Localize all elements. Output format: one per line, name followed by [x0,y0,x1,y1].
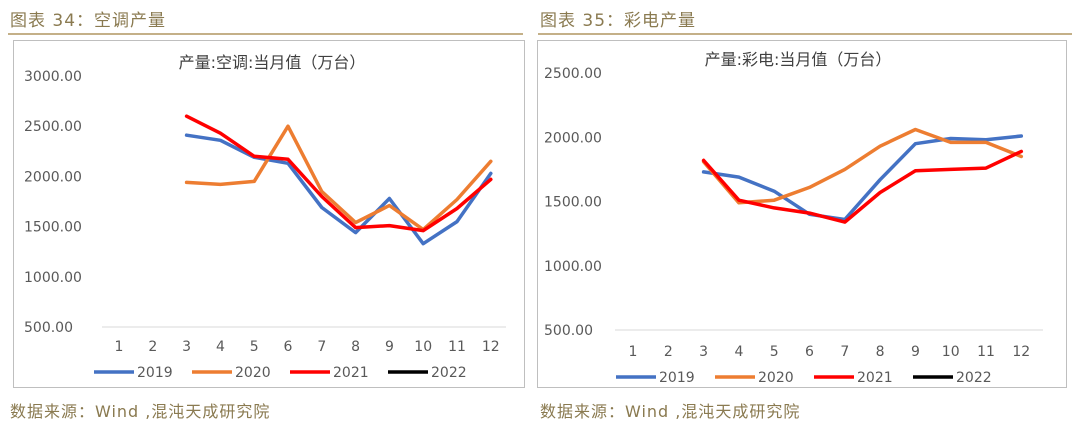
left-x-tick-label: 5 [250,339,259,355]
left-series-line-2021 [184,114,493,233]
right-x-tick-label: 11 [977,344,995,360]
left-chart: 产量:空调:当月值（万台） 500.00 1000.00 1500.00 2000.00… [24,53,506,381]
left-x-tick-label: 8 [351,339,360,355]
left-source-note: 数据来源：Wind ,混沌天成研究院 [10,402,271,421]
left-series-line-2019 [184,133,493,246]
left-y-tick-label: 3000.00 [24,69,82,85]
right-legend-label-2021: 2021 [857,370,893,386]
right-x-tick-label: 10 [942,344,960,360]
left-y-tick-label: 2000.00 [24,169,82,185]
right-source-note: 数据来源：Wind ,混沌天成研究院 [540,402,801,421]
right-series-line-2020 [701,127,1024,205]
right-x-tick-label: 5 [770,344,779,360]
left-y-tick-label: 500.00 [24,320,73,336]
left-figure-caption: 图表 34：空调产量 [10,11,167,31]
right-caption-rule [538,33,1072,35]
right-x-tick-label: 12 [1012,344,1030,360]
left-chart-panel: 产量:空调:当月值（万台） 500.00 1000.00 1500.00 2000.00… [13,40,525,388]
right-y-tick-label: 2500.00 [544,66,602,82]
left-x-tick-label: 11 [448,339,466,355]
right-chart: 产量:彩电:当月值（万台） 500.00 1000.00 1500.00 2000.00… [544,50,1043,386]
left-chart-title: 产量:空调:当月值（万台） [179,53,366,72]
right-y-tick-label: 500.00 [544,323,593,339]
left-x-tick-label: 2 [148,339,157,355]
left-legend-label-2021: 2021 [333,365,369,381]
left-y-tick-label: 2500.00 [24,119,82,135]
left-x-tick-label: 10 [414,339,432,355]
left-x-tick-label: 7 [317,339,326,355]
right-x-tick-label: 8 [876,344,885,360]
left-x-tick-label: 4 [216,339,225,355]
right-x-tick-label: 4 [734,344,743,360]
right-y-tick-label: 1000.00 [544,259,602,275]
right-y-tick-label: 1500.00 [544,195,602,211]
right-chart-title: 产量:彩电:当月值（万台） [705,50,892,69]
left-legend-label-2019: 2019 [137,365,173,381]
left-series-line-2020 [184,124,493,232]
right-series-line-2021 [701,149,1024,224]
left-y-tick-label: 1000.00 [24,270,82,286]
left-legend-label-2022: 2022 [431,365,467,381]
left-x-tick-label: 1 [115,339,124,355]
right-x-tick-label: 9 [911,344,920,360]
right-legend-label-2022: 2022 [956,370,992,386]
left-x-tick-label: 12 [482,339,500,355]
right-x-tick-label: 1 [629,344,638,360]
left-y-tick-label: 1500.00 [24,220,82,236]
right-x-tick-label: 6 [805,344,814,360]
right-figure-caption: 图表 35：彩电产量 [540,11,697,31]
left-x-tick-label: 3 [182,339,191,355]
right-x-tick-label: 3 [699,344,708,360]
left-x-tick-label: 6 [284,339,293,355]
right-x-tick-label: 2 [664,344,673,360]
right-x-tick-label: 7 [840,344,849,360]
right-legend-label-2020: 2020 [758,370,794,386]
left-legend-label-2020: 2020 [235,365,271,381]
right-chart-panel: 产量:彩电:当月值（万台） 500.00 1000.00 1500.00 2000.00… [537,40,1067,388]
right-y-tick-label: 2000.00 [544,130,602,146]
right-series-line-2019 [701,134,1024,222]
left-caption-rule [8,33,523,35]
right-legend-label-2019: 2019 [659,370,695,386]
left-x-tick-label: 9 [385,339,394,355]
